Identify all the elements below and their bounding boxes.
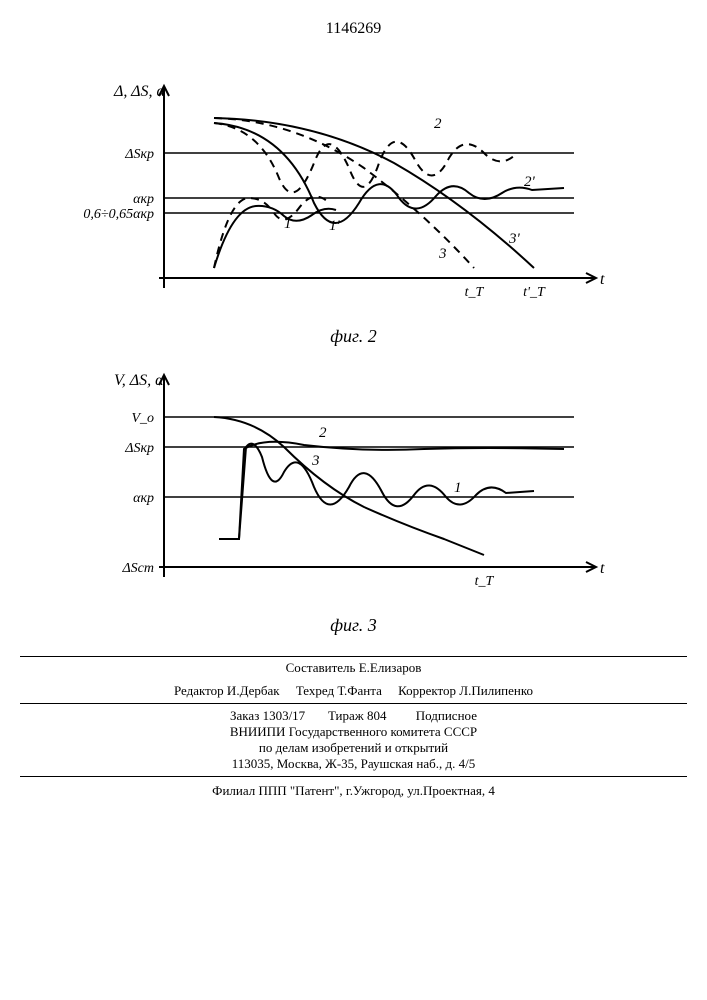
- svg-text:t'_T: t'_T: [523, 285, 546, 300]
- svg-text:ΔSст: ΔSст: [121, 561, 154, 576]
- branch-row: Филиал ППП "Патент", г.Ужгород, ул.Проек…: [20, 777, 687, 805]
- svg-text:t_T: t_T: [464, 285, 484, 300]
- svg-text:αкр: αкр: [133, 192, 154, 207]
- footer: Составитель Е.Елизаров Редактор И.Дербак…: [20, 656, 687, 805]
- svg-text:ΔSкр: ΔSкр: [124, 147, 154, 162]
- editor-row: Редактор И.Дербак Техред Т.Фанта Коррект…: [20, 679, 687, 704]
- svg-text:3': 3': [508, 231, 521, 247]
- figure-2-caption: фиг. 2: [20, 326, 687, 347]
- svg-text:1': 1': [329, 218, 341, 234]
- corrector: Корректор Л.Пилипенко: [398, 683, 533, 698]
- svg-text:t: t: [600, 560, 605, 577]
- org-line-1: ВНИИПИ Государственного комитета СССР: [20, 724, 687, 740]
- svg-text:V_о: V_о: [131, 411, 154, 426]
- subscription: Подписное: [416, 708, 477, 723]
- address: 113035, Москва, Ж-35, Раушская наб., д. …: [20, 756, 687, 772]
- order: Заказ 1303/17: [230, 708, 305, 723]
- tirage: Тираж 804: [328, 708, 387, 723]
- figure-3: V, ΔS, α t V_о ΔSкр αкр ΔSст t_T 1 2 3 фиг. 3: [20, 367, 687, 636]
- svg-text:1: 1: [454, 480, 462, 496]
- svg-text:t_T: t_T: [474, 574, 494, 589]
- svg-text:2: 2: [319, 425, 327, 441]
- figure-2-plot: Δ, ΔS, αtΔSкрαкр0,6÷0,65αкрt_Tt'_T11'22'…: [74, 78, 634, 318]
- techred: Техред Т.Фанта: [296, 683, 382, 698]
- svg-text:0,6÷0,65αкр: 0,6÷0,65αкр: [83, 207, 154, 222]
- figure-3-caption: фиг. 3: [20, 615, 687, 636]
- svg-text:Δ, ΔS, α: Δ, ΔS, α: [113, 83, 165, 100]
- order-row: Заказ 1303/17 Тираж 804 Подписное ВНИИПИ…: [20, 704, 687, 777]
- svg-text:2': 2': [524, 174, 536, 190]
- svg-text:t: t: [600, 271, 605, 288]
- svg-text:2: 2: [434, 116, 442, 132]
- svg-text:αкр: αкр: [133, 491, 154, 506]
- figure-2: Δ, ΔS, αtΔSкрαкр0,6÷0,65αкрt_Tt'_T11'22'…: [20, 78, 687, 347]
- svg-text:3: 3: [438, 246, 447, 262]
- svg-text:3: 3: [311, 453, 320, 469]
- svg-text:V, ΔS, α: V, ΔS, α: [114, 372, 164, 389]
- compiler-credit: Составитель Е.Елизаров: [20, 657, 687, 679]
- figure-3-plot: V, ΔS, α t V_о ΔSкр αкр ΔSст t_T 1 2 3: [74, 367, 634, 607]
- document-number: 1146269: [20, 20, 687, 38]
- svg-text:ΔSкр: ΔSкр: [124, 441, 154, 456]
- editor: Редактор И.Дербак: [174, 683, 280, 698]
- org-line-2: по делам изобретений и открытий: [20, 740, 687, 756]
